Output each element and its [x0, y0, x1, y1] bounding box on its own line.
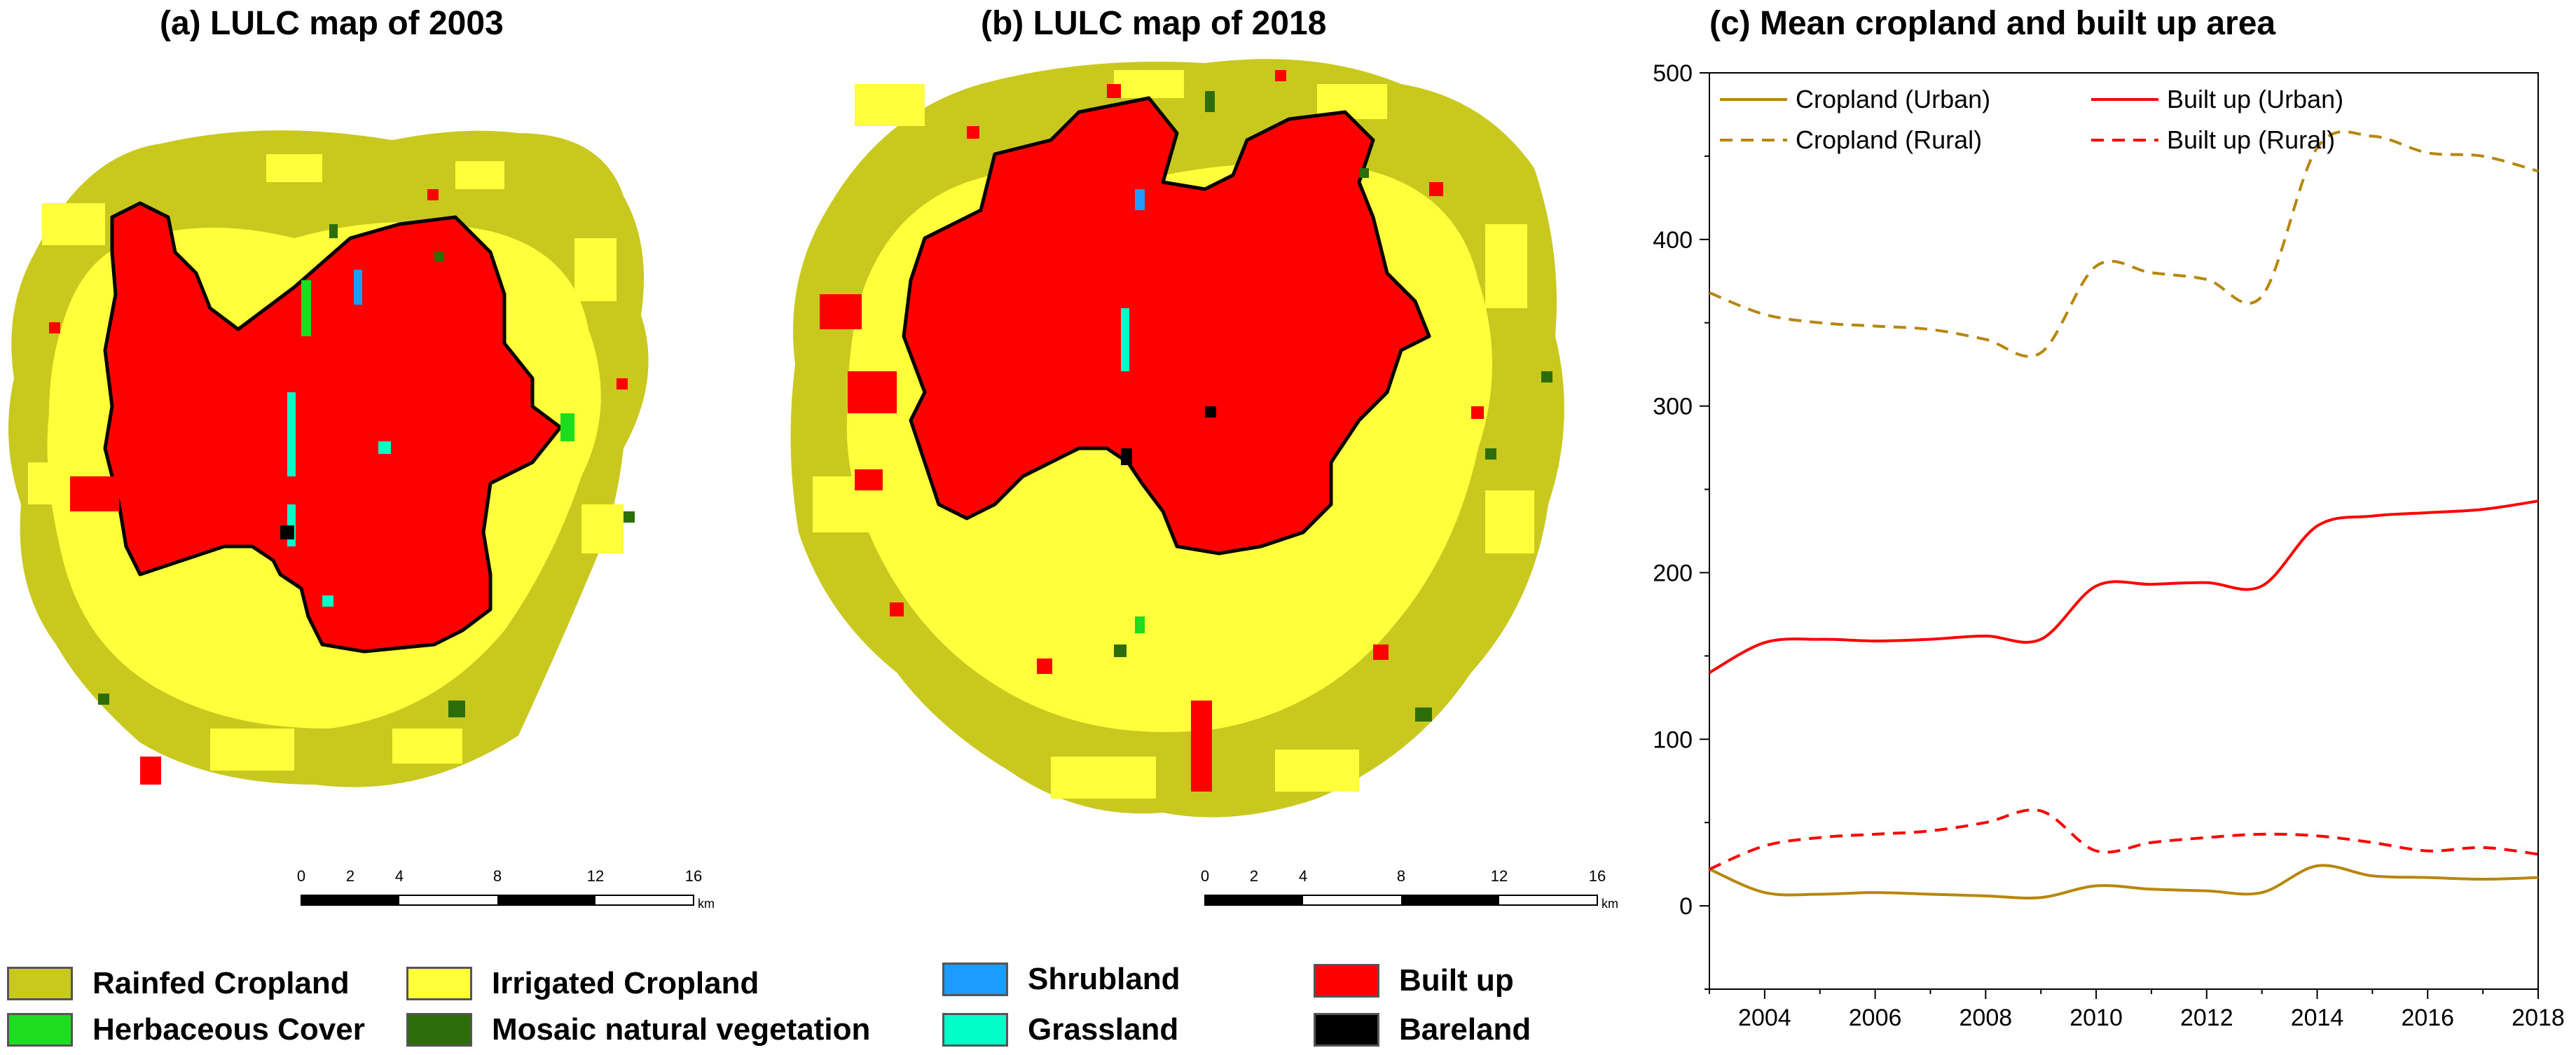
- map-2018-irrigated-patches: [813, 70, 1534, 799]
- legend-item-irrigated-cropland: Irrigated Cropland: [406, 963, 759, 1005]
- x-tick-label: 2016: [2401, 1005, 2454, 1031]
- series-line-built-up-urban: [1709, 499, 2539, 674]
- map-2018-scattered-built-up: [820, 70, 1484, 792]
- chart-axes: 0 100 200 300 400 500 2004 2006 2008 2010 2012 2014…: [1653, 60, 2565, 1031]
- legend-label: Herbaceous Cover: [92, 1012, 365, 1047]
- legend-swatch: [942, 1013, 1008, 1047]
- map-2018-vegetation-patches: [1114, 91, 1552, 722]
- chart-legend: Cropland (Urban) Built up (Urban) Cropland…: [1720, 85, 2343, 154]
- legend-label: Mosaic natural vegetation: [492, 1012, 871, 1047]
- legend-swatch: [7, 1013, 73, 1047]
- legend-swatch: [942, 963, 1008, 996]
- panel-b-title: (b) LULC map of 2018: [981, 5, 1327, 42]
- legend-item-rainfed-cropland: Rainfed Cropland: [7, 963, 350, 1005]
- legend-swatch: [1314, 964, 1379, 998]
- legend-label: Built up: [1399, 963, 1514, 998]
- scale-tick: 0: [1201, 867, 1209, 885]
- x-tick-label: 2004: [1738, 1005, 1791, 1031]
- legend-label-built-up-urban: Built up (Urban): [2167, 85, 2343, 113]
- legend-label: Grassland: [1028, 1012, 1179, 1047]
- scale-bar-a-ticks: 0 2 4 8 12 16: [297, 867, 702, 885]
- scale-unit: km: [1602, 897, 1618, 911]
- scale-tick: 8: [1397, 867, 1405, 885]
- lulc-map-2018: [790, 59, 1564, 818]
- panel-c-title: (c) Mean cropland and built up area: [1709, 5, 2276, 42]
- legend-label: Rainfed Cropland: [92, 966, 350, 1000]
- y-tick-label: 300: [1653, 394, 1693, 420]
- legend-swatch: [1314, 1013, 1379, 1047]
- scale-tick: 4: [1299, 867, 1307, 885]
- scale-tick: 2: [1250, 867, 1258, 885]
- legend-label: Bareland: [1399, 1012, 1531, 1047]
- legend-item-grassland: Grassland: [942, 1009, 1178, 1051]
- map-legend: Rainfed Cropland Irrigated Cropland Shru…: [0, 954, 1611, 1055]
- series-line-cropland-urban: [1709, 864, 2539, 899]
- scale-tick: 12: [1491, 867, 1508, 885]
- series-line-cropland-rural: [1709, 130, 2539, 358]
- scale-bar-b-ticks: 0 2 4 8 12 16: [1201, 867, 1606, 885]
- scale-bar-a: 0 2 4 8 12 16 km: [297, 867, 715, 911]
- legend-label-cropland-rural: Cropland (Rural): [1796, 125, 1982, 154]
- x-tick-label: 2012: [2180, 1005, 2233, 1031]
- scale-tick: 4: [395, 867, 404, 885]
- y-tick-label: 500: [1653, 60, 1693, 87]
- scale-tick: 2: [346, 867, 354, 885]
- legend-item-herbaceous-cover: Herbaceous Cover: [7, 1009, 365, 1051]
- x-tick-label: 2018: [2512, 1005, 2565, 1031]
- legend-swatch: [406, 967, 472, 1000]
- legend-swatch: [7, 967, 73, 1000]
- scale-tick: 0: [297, 867, 305, 885]
- scale-unit: km: [698, 897, 715, 911]
- legend-swatch: [406, 1013, 472, 1047]
- x-tick-label: 2014: [2291, 1005, 2344, 1031]
- lulc-map-2003: [8, 130, 649, 787]
- scale-tick: 8: [493, 867, 502, 885]
- legend-item-bareland: Bareland: [1314, 1009, 1531, 1051]
- panel-a-title: (a) LULC map of 2003: [160, 5, 504, 42]
- legend-label: Shrubland: [1028, 962, 1180, 996]
- scale-bar-b: 0 2 4 8 12 16 km: [1201, 867, 1618, 911]
- map-2018-built-up: [902, 96, 1431, 556]
- x-tick-label: 2010: [2069, 1005, 2123, 1031]
- scale-tick: 16: [1589, 867, 1606, 885]
- y-tick-label: 400: [1653, 227, 1693, 254]
- chart-series-lines: [1709, 130, 2539, 899]
- line-chart-cropland-builtup: 0 100 200 300 400 500 2004 2006 2008 2010 2012 2014…: [1653, 60, 2565, 1031]
- map-2003-built-up: [103, 201, 563, 654]
- map-2003-vegetation-patches: [98, 224, 635, 717]
- y-tick-label: 200: [1653, 560, 1693, 586]
- legend-item-built-up: Built up: [1314, 960, 1514, 1002]
- legend-item-mosaic-natural-vegetation: Mosaic natural vegetation: [406, 1009, 870, 1051]
- y-tick-label: 100: [1653, 726, 1693, 753]
- x-tick-label: 2006: [1849, 1005, 1902, 1031]
- scale-tick: 12: [587, 867, 604, 885]
- scale-tick: 16: [685, 867, 702, 885]
- legend-label-cropland-urban: Cropland (Urban): [1796, 85, 1990, 113]
- series-line-built-up-rural: [1709, 808, 2539, 871]
- y-tick-label: 0: [1679, 893, 1693, 920]
- legend-item-shrubland: Shrubland: [942, 958, 1180, 1000]
- plot-frame: [1709, 72, 2539, 990]
- map-2003-scattered-built-up: [49, 189, 628, 785]
- x-tick-label: 2008: [1959, 1005, 2013, 1031]
- legend-label-built-up-rural: Built up (Rural): [2167, 125, 2335, 154]
- map-2003-irrigated-patches: [28, 154, 624, 771]
- legend-label: Irrigated Cropland: [492, 966, 759, 1000]
